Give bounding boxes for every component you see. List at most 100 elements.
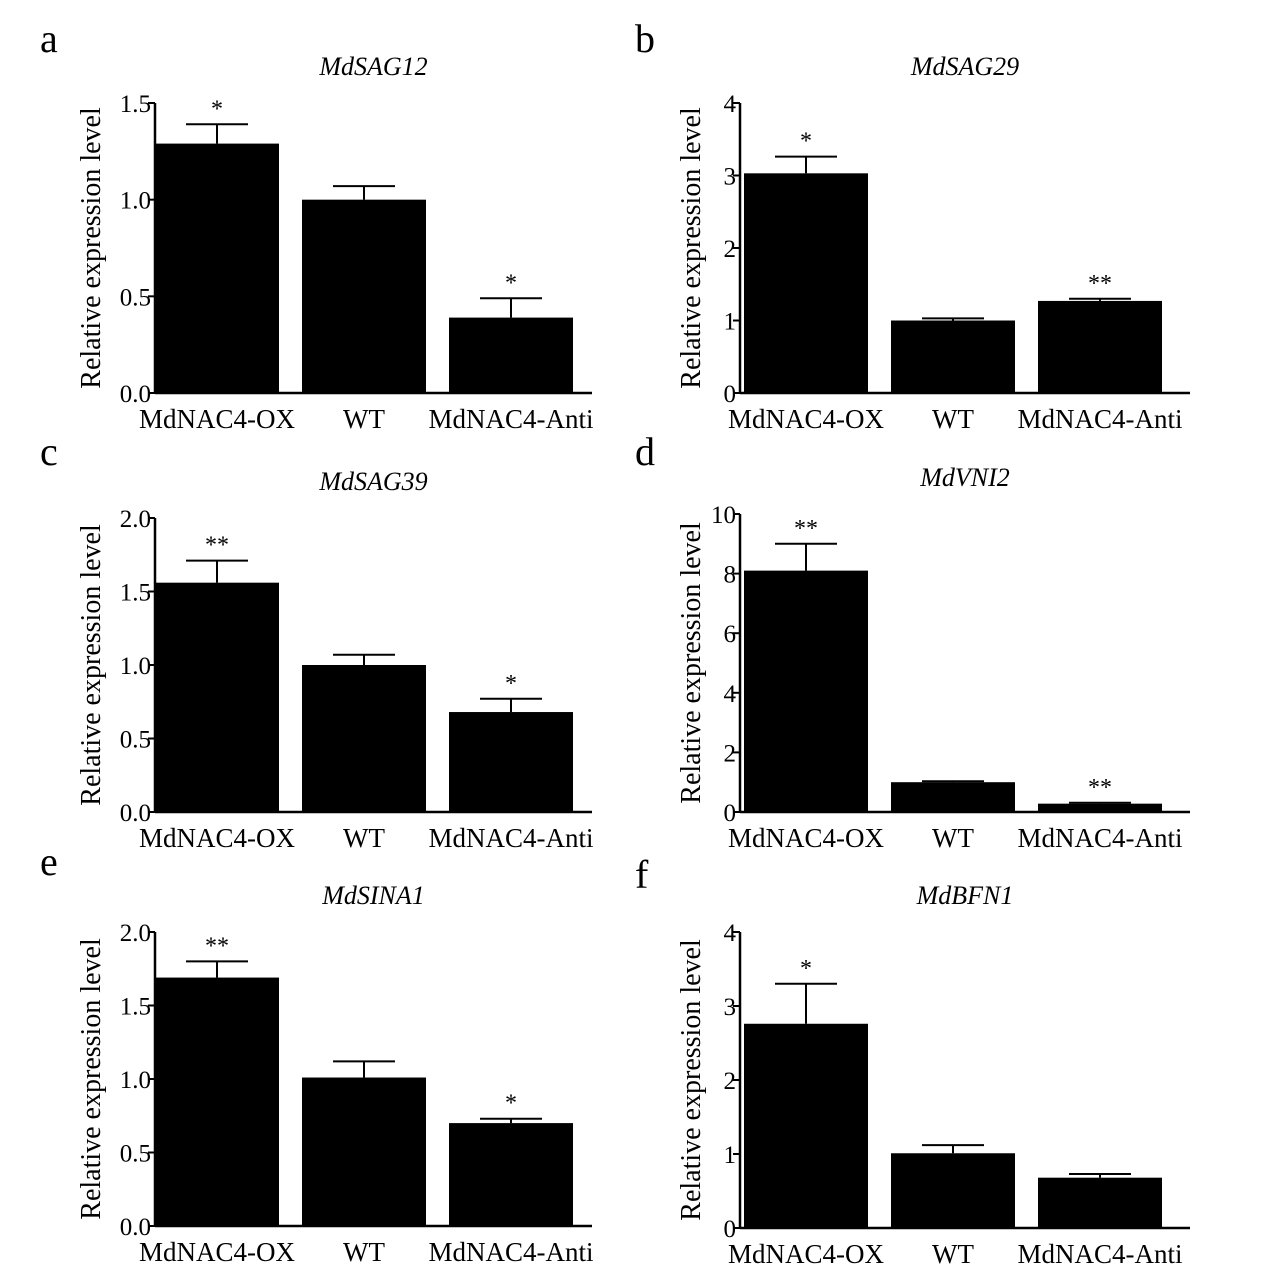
y-axis-label: Relative expression level [76, 107, 107, 389]
significance-label: * [211, 96, 223, 122]
category-label: MdNAC4-OX [728, 823, 885, 853]
bar-wt [891, 320, 1015, 393]
bar-mdnac4-anti [449, 1123, 573, 1226]
chart-title: MdSAG39 [318, 467, 427, 496]
significance-label: * [505, 1091, 517, 1117]
y-tick-label: 1.0 [120, 653, 151, 680]
bar-wt [891, 782, 1015, 812]
y-tick-label: 0 [724, 381, 737, 408]
y-tick-label: 1 [724, 1142, 737, 1169]
chart-panel-d: d MdVNI2 Relative expression level 0 2 4 6 8 10 *… [635, 429, 1190, 853]
category-label: WT [932, 1239, 974, 1269]
category-label: MdNAC4-OX [139, 1237, 296, 1267]
category-label: MdNAC4-OX [728, 404, 885, 434]
y-tick-label: 0.0 [120, 381, 151, 408]
y-tick-label: 1.5 [120, 580, 151, 607]
panel-letter: f [635, 852, 649, 897]
chart-title: MdBFN1 [916, 881, 1014, 910]
bar-mdnac4-ox [155, 143, 279, 393]
y-tick-label: 2 [724, 1068, 737, 1095]
category-label: WT [343, 823, 385, 853]
category-label: MdNAC4-Anti [428, 1237, 593, 1267]
chart-title: MdSINA1 [321, 881, 425, 910]
bar-mdnac4-ox [744, 1023, 868, 1228]
y-axis-label: Relative expression level [76, 938, 107, 1220]
y-tick-label: 1.0 [120, 1067, 151, 1094]
y-tick-label: 4 [724, 920, 737, 947]
significance-label: * [505, 270, 517, 296]
category-label: WT [932, 404, 974, 434]
significance-label: ** [205, 533, 229, 559]
chart-panel-e: e MdSINA1 Relative expression level 0.0 0.5 1… [40, 839, 594, 1267]
chart-panel-a: a MdSAG12 Relative expression level 0.0 0.5 1… [40, 16, 594, 434]
category-label: MdNAC4-OX [728, 1239, 885, 1269]
y-tick-label: 8 [724, 562, 737, 589]
bar-mdnac4-anti [1038, 300, 1162, 393]
y-axis-label: Relative expression level [676, 522, 707, 804]
y-tick-label: 10 [711, 502, 736, 529]
y-tick-label: 4 [724, 681, 737, 708]
category-label: MdNAC4-Anti [428, 404, 593, 434]
y-tick-label: 2.0 [120, 506, 151, 533]
y-axis-label: Relative expression level [676, 939, 707, 1221]
chart-title: MdSAG29 [910, 52, 1019, 81]
panel-letter: e [40, 839, 58, 884]
chart-title: MdVNI2 [919, 463, 1010, 492]
bar-wt [891, 1153, 1015, 1228]
y-tick-label: 1.0 [120, 188, 151, 215]
significance-label: ** [205, 933, 229, 959]
significance-label: ** [1088, 271, 1112, 297]
y-tick-label: 3 [724, 164, 737, 191]
y-tick-label: 0.5 [120, 1141, 151, 1168]
bar-mdnac4-anti [1038, 1177, 1162, 1228]
chart-title: MdSAG12 [318, 52, 427, 81]
bar-mdnac4-anti [449, 712, 573, 812]
bar-mdnac4-anti [449, 317, 573, 393]
y-tick-label: 4 [724, 91, 737, 118]
y-tick-label: 2 [724, 740, 737, 767]
bar-mdnac4-ox [155, 582, 279, 812]
y-tick-label: 2.0 [120, 920, 151, 947]
y-tick-label: 0 [724, 800, 737, 827]
category-label: WT [343, 404, 385, 434]
y-tick-label: 6 [724, 621, 737, 648]
panel-letter: c [40, 429, 58, 474]
y-tick-label: 1 [724, 309, 737, 336]
significance-label: ** [794, 516, 818, 542]
y-tick-label: 1.5 [120, 91, 151, 118]
chart-panel-c: c MdSAG39 Relative expression level 0.0 0.5 1… [40, 429, 594, 853]
bar-mdnac4-ox [744, 570, 868, 812]
significance-label: ** [1088, 775, 1112, 801]
category-label: MdNAC4-OX [139, 404, 296, 434]
y-tick-label: 3 [724, 994, 737, 1021]
category-label: MdNAC4-Anti [1017, 1239, 1182, 1269]
y-tick-label: 1.5 [120, 994, 151, 1021]
y-axis-label: Relative expression level [676, 107, 707, 389]
y-tick-label: 0.0 [120, 1214, 151, 1241]
bar-mdnac4-ox [155, 977, 279, 1226]
y-tick-label: 2 [724, 236, 737, 263]
bar-mdnac4-ox [744, 173, 868, 393]
bar-mdnac4-anti [1038, 803, 1162, 812]
y-tick-label: 0 [724, 1216, 737, 1243]
y-tick-label: 0.5 [120, 284, 151, 311]
panel-letter: a [40, 16, 58, 61]
y-tick-label: 0.5 [120, 727, 151, 754]
significance-label: * [800, 956, 812, 982]
y-tick-label: 0.0 [120, 800, 151, 827]
panel-letter: b [635, 16, 655, 61]
category-label: MdNAC4-Anti [1017, 404, 1182, 434]
category-label: WT [343, 1237, 385, 1267]
bar-wt [302, 1077, 426, 1226]
category-label: MdNAC4-Anti [428, 823, 593, 853]
chart-panel-b: b MdSAG29 Relative expression level 0 1 2 3 4 * M… [635, 16, 1190, 434]
chart-panel-f: f MdBFN1 Relative expression level 0 1 2 3 4 * Md… [635, 852, 1190, 1269]
significance-label: * [505, 671, 517, 697]
panel-letter: d [635, 429, 655, 474]
bar-wt [302, 665, 426, 812]
y-axis-label: Relative expression level [76, 524, 107, 806]
category-label: MdNAC4-Anti [1017, 823, 1182, 853]
category-label: MdNAC4-OX [139, 823, 296, 853]
significance-label: * [800, 129, 812, 155]
